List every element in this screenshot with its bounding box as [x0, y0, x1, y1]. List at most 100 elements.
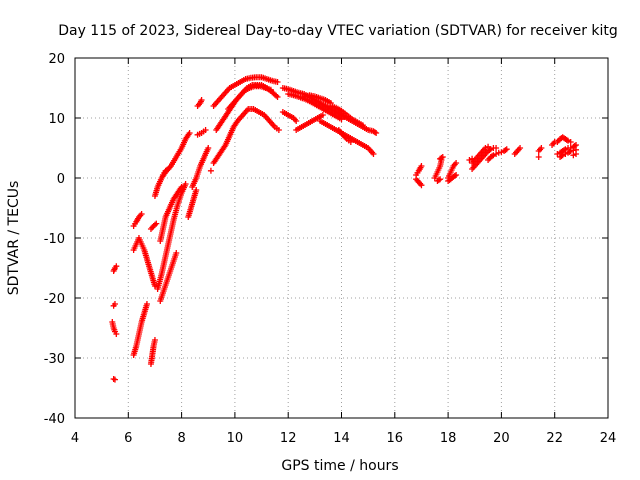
data-point — [202, 127, 209, 133]
x-tick-label: 4 — [71, 431, 79, 446]
data-point — [482, 145, 489, 151]
series-arc-al — [445, 172, 460, 184]
series-arc-ar — [535, 145, 545, 154]
data-point — [205, 145, 212, 151]
y-tick-label: -20 — [44, 292, 65, 307]
data-point — [111, 301, 118, 307]
x-tick-label: 8 — [177, 431, 185, 446]
series-arc-ad — [327, 103, 366, 129]
series-arc-an — [469, 145, 500, 172]
data-point — [567, 139, 574, 145]
data-point — [173, 250, 180, 256]
series-arc-l — [157, 184, 185, 244]
x-tick-label: 10 — [227, 431, 244, 446]
series-arc-k — [157, 250, 180, 304]
data-point — [554, 151, 561, 157]
data-point — [113, 331, 120, 337]
series-arc-a — [110, 263, 120, 274]
data-point — [193, 187, 200, 193]
x-tick-label: 16 — [387, 431, 404, 446]
data-point — [273, 92, 280, 99]
data-point — [493, 151, 500, 157]
data-point — [186, 130, 193, 136]
data-point — [178, 184, 185, 190]
series-arc-q — [194, 97, 205, 109]
data-point — [565, 137, 572, 144]
y-tick-label: 0 — [57, 172, 65, 187]
data-point — [267, 86, 274, 93]
data-point — [371, 129, 378, 136]
data-point — [573, 151, 580, 157]
x-axis-label: GPS time / hours — [281, 458, 398, 474]
series-arc-d — [110, 376, 118, 383]
plot-frame — [74, 57, 609, 419]
series-arc-j — [154, 181, 189, 292]
x-tick-label: 20 — [493, 431, 510, 446]
data-point — [338, 116, 345, 123]
data-point — [138, 211, 145, 217]
series-arc-ai — [434, 176, 444, 184]
series-arc-ab — [301, 92, 334, 106]
data-point — [113, 263, 120, 270]
series-arc-aa — [293, 112, 326, 133]
series-arc-s — [207, 167, 214, 174]
y-tick-label: -30 — [44, 352, 65, 367]
data-point — [274, 94, 281, 100]
data-point — [439, 154, 446, 160]
series-arc-t — [210, 106, 282, 166]
data-point — [561, 147, 568, 154]
series-arc-ah — [431, 157, 445, 181]
series-arc-aw — [557, 146, 580, 160]
data-point — [490, 152, 497, 159]
series-arc-ax — [570, 151, 580, 159]
data-point — [151, 221, 158, 228]
x-tick-label: 24 — [600, 431, 617, 446]
series-arc-aq — [511, 145, 524, 157]
data-point — [347, 139, 354, 145]
series-arc-i — [147, 220, 160, 232]
data-point — [558, 153, 565, 160]
series-arc-o — [185, 187, 200, 220]
x-tick-label: 6 — [124, 431, 132, 446]
series-arc-f — [147, 337, 158, 367]
data-point — [418, 182, 425, 189]
data-point — [571, 142, 578, 149]
data-point — [493, 145, 500, 151]
data-point — [111, 376, 118, 383]
data-point — [165, 166, 172, 172]
data-point — [275, 127, 282, 133]
y-tick-label: -40 — [44, 412, 65, 427]
data-point — [359, 122, 366, 129]
data-point — [453, 172, 460, 178]
x-tick-labels: 4 6 8 10 12 14 16 18 20 22 24 — [71, 431, 616, 446]
data-point — [466, 157, 473, 163]
data-point — [435, 177, 442, 184]
chart-title: Day 115 of 2023, Sidereal Day-to-day VTE… — [58, 23, 618, 39]
data-point — [563, 136, 570, 143]
y-tick-label: 10 — [48, 112, 65, 127]
y-axis-label: SDTVAR / TECUs — [6, 181, 22, 296]
data-point — [370, 151, 377, 157]
data-point — [502, 147, 509, 154]
data-point — [163, 166, 170, 173]
x-tick-label: 18 — [440, 431, 457, 446]
x-tick-label: 14 — [333, 431, 350, 446]
series-arc-ag — [413, 176, 425, 189]
series-arc-ak — [445, 160, 460, 181]
data-point — [538, 145, 545, 151]
series-arc-e — [130, 301, 150, 358]
data-point — [451, 172, 458, 179]
data-point — [485, 143, 492, 150]
y-tick-label: -10 — [44, 232, 65, 247]
series-arc-r — [194, 127, 209, 138]
series-arc-ae — [335, 127, 354, 145]
data-point — [489, 153, 496, 160]
x-tick-label: 22 — [546, 431, 563, 446]
series-arc-b — [110, 301, 118, 309]
series-arc-n — [159, 166, 172, 178]
data-point — [498, 149, 505, 156]
series-arc-g — [130, 235, 158, 289]
data-point — [182, 181, 189, 187]
data-point — [559, 152, 566, 159]
